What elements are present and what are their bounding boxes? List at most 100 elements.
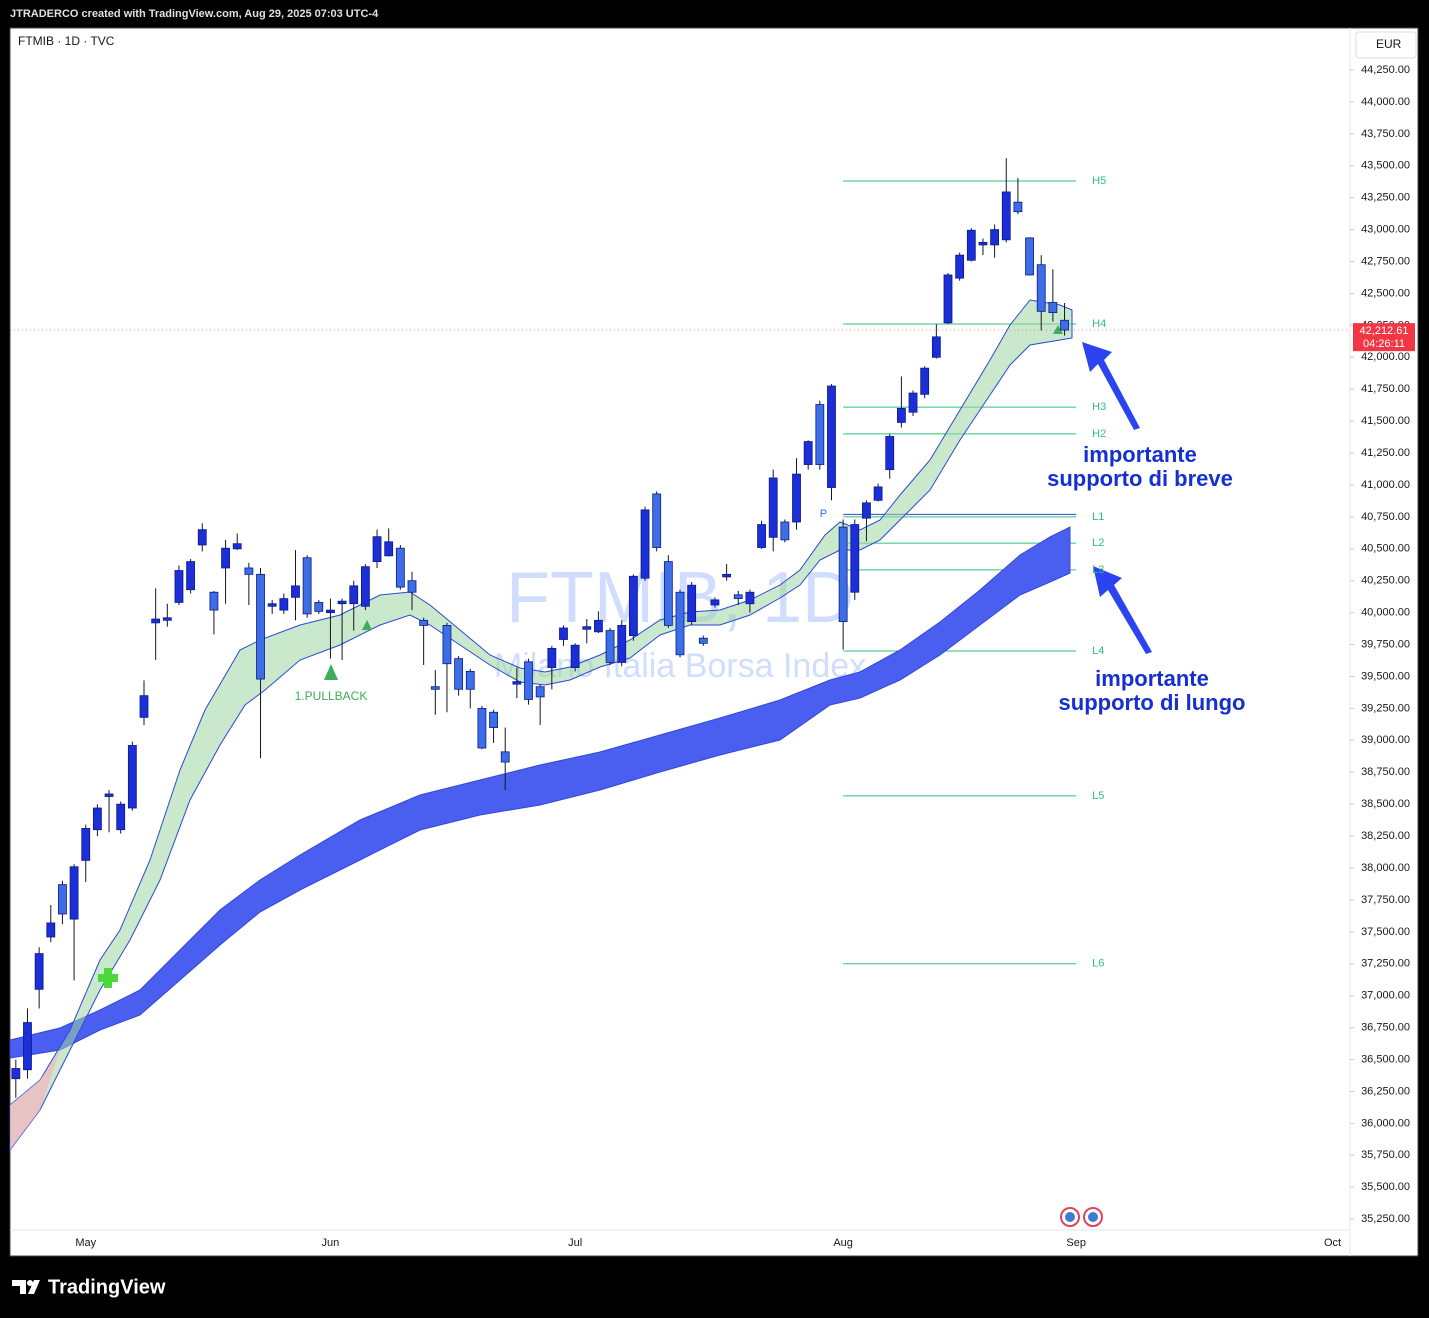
candle-body: [512, 681, 522, 685]
currency-box[interactable]: [1355, 31, 1417, 59]
candle-body: [256, 573, 265, 680]
arrow: [1093, 566, 1152, 654]
candle-body: [955, 254, 965, 279]
candle-body: [803, 441, 813, 465]
y-tick-label: 43,000.00: [1361, 224, 1410, 236]
y-tick-label: 42,750.00: [1361, 255, 1410, 267]
candle-body: [885, 436, 895, 471]
currency: EUR: [1376, 37, 1402, 51]
candle-body: [337, 600, 347, 605]
candle-body: [617, 625, 627, 663]
candle-body: [186, 561, 196, 591]
y-tick-label: 40,000.00: [1361, 607, 1410, 619]
candle-body: [127, 745, 137, 809]
footer-logo: [12, 1280, 40, 1294]
signal-label: 1.PULLBACK: [295, 689, 368, 703]
pivot-label: H4: [1092, 318, 1106, 330]
y-tick-label: 44,250.00: [1361, 64, 1410, 76]
header: JTRADERCO created with TradingView.com, …: [10, 8, 379, 20]
candle-body: [11, 1068, 21, 1080]
candle-body: [419, 619, 429, 626]
candle-body: [349, 585, 359, 605]
y-tick-label: 39,750.00: [1361, 638, 1410, 650]
candle-body: [244, 567, 254, 575]
candle-body: [34, 953, 44, 990]
candle-body: [605, 630, 615, 663]
pivot-label: P: [820, 508, 827, 520]
y-tick-label: 43,750.00: [1361, 128, 1410, 140]
indicator-bands: [9, 299, 1073, 1152]
candle-body: [139, 695, 149, 718]
candle-body: [174, 570, 184, 603]
signal-plus: [98, 968, 118, 988]
y-tick-label: 41,250.00: [1361, 447, 1410, 459]
candle-body: [943, 274, 953, 324]
candle-body: [698, 637, 708, 644]
y-tick-label: 40,250.00: [1361, 575, 1410, 587]
candle-body: [69, 866, 79, 920]
logo-mark: [12, 1280, 40, 1294]
candle-body: [710, 599, 720, 606]
logo-dot: [27, 1280, 33, 1286]
long-band: [9, 526, 1071, 1059]
y-tick-label: 39,500.00: [1361, 670, 1410, 682]
candle-body: [81, 828, 91, 861]
candle-body: [372, 536, 382, 562]
signal-triangle: [362, 620, 372, 630]
candle-body: [920, 367, 930, 395]
y-tick-label: 38,250.00: [1361, 830, 1410, 842]
y-tick-label: 40,500.00: [1361, 543, 1410, 555]
countdown: 04:26:11: [1363, 338, 1405, 350]
icon-dot: [1065, 1212, 1075, 1222]
candle-body: [838, 526, 848, 622]
y-tick-label: 39,000.00: [1361, 734, 1410, 746]
candle-body: [395, 547, 405, 588]
candle-body: [384, 541, 394, 557]
pink-fill: [10, 1050, 60, 1150]
y-tick-label: 39,250.00: [1361, 702, 1410, 714]
y-tick-label: 37,250.00: [1361, 958, 1410, 970]
candle-body: [151, 618, 161, 624]
candle-body: [896, 407, 906, 423]
candle-body: [279, 598, 289, 611]
x-tick-label: Oct: [1324, 1237, 1341, 1249]
y-tick-label: 42,000.00: [1361, 351, 1410, 363]
candle-body: [197, 529, 207, 546]
candle-body: [162, 617, 172, 621]
y-tick-label: 36,500.00: [1361, 1053, 1410, 1065]
pivot-label: H3: [1092, 401, 1106, 413]
y-tick-label: 44,000.00: [1361, 96, 1410, 108]
x-tick-label: Jun: [322, 1237, 340, 1249]
short-band: [9, 299, 1073, 1152]
footer-brand: TradingView: [48, 1276, 166, 1298]
candle-body: [1036, 264, 1046, 312]
candle-body: [792, 473, 801, 523]
x-tick-label: Aug: [833, 1237, 853, 1249]
annotation: supporto di lungo: [1059, 690, 1246, 715]
y-tick-label: 41,000.00: [1361, 479, 1410, 491]
y-tick-label: 40,750.00: [1361, 511, 1410, 523]
candle-body: [640, 509, 650, 579]
y-tick-label: 37,000.00: [1361, 990, 1410, 1002]
indicator-icons: [1060, 1207, 1103, 1227]
candle-body: [663, 561, 673, 626]
candle-body: [628, 575, 638, 637]
y-tick-label: 35,250.00: [1361, 1213, 1410, 1225]
candle-body: [862, 502, 871, 519]
candle-body: [58, 884, 67, 915]
y-tick-label: 41,750.00: [1361, 383, 1410, 395]
y-tick-label: 35,750.00: [1361, 1149, 1410, 1161]
candle-body: [873, 486, 883, 501]
candle-body: [232, 543, 242, 550]
candle-body: [1013, 201, 1023, 213]
candle-body: [92, 807, 102, 831]
pivot-label: H2: [1092, 428, 1106, 440]
candle-body: [221, 547, 230, 569]
candle-body: [850, 524, 860, 593]
y-tick-label: 38,000.00: [1361, 862, 1410, 874]
candle-body: [757, 524, 766, 548]
x-tick-label: Sep: [1066, 1237, 1086, 1249]
signal-triangle: [1053, 325, 1063, 334]
y-tick-label: 38,500.00: [1361, 798, 1410, 810]
